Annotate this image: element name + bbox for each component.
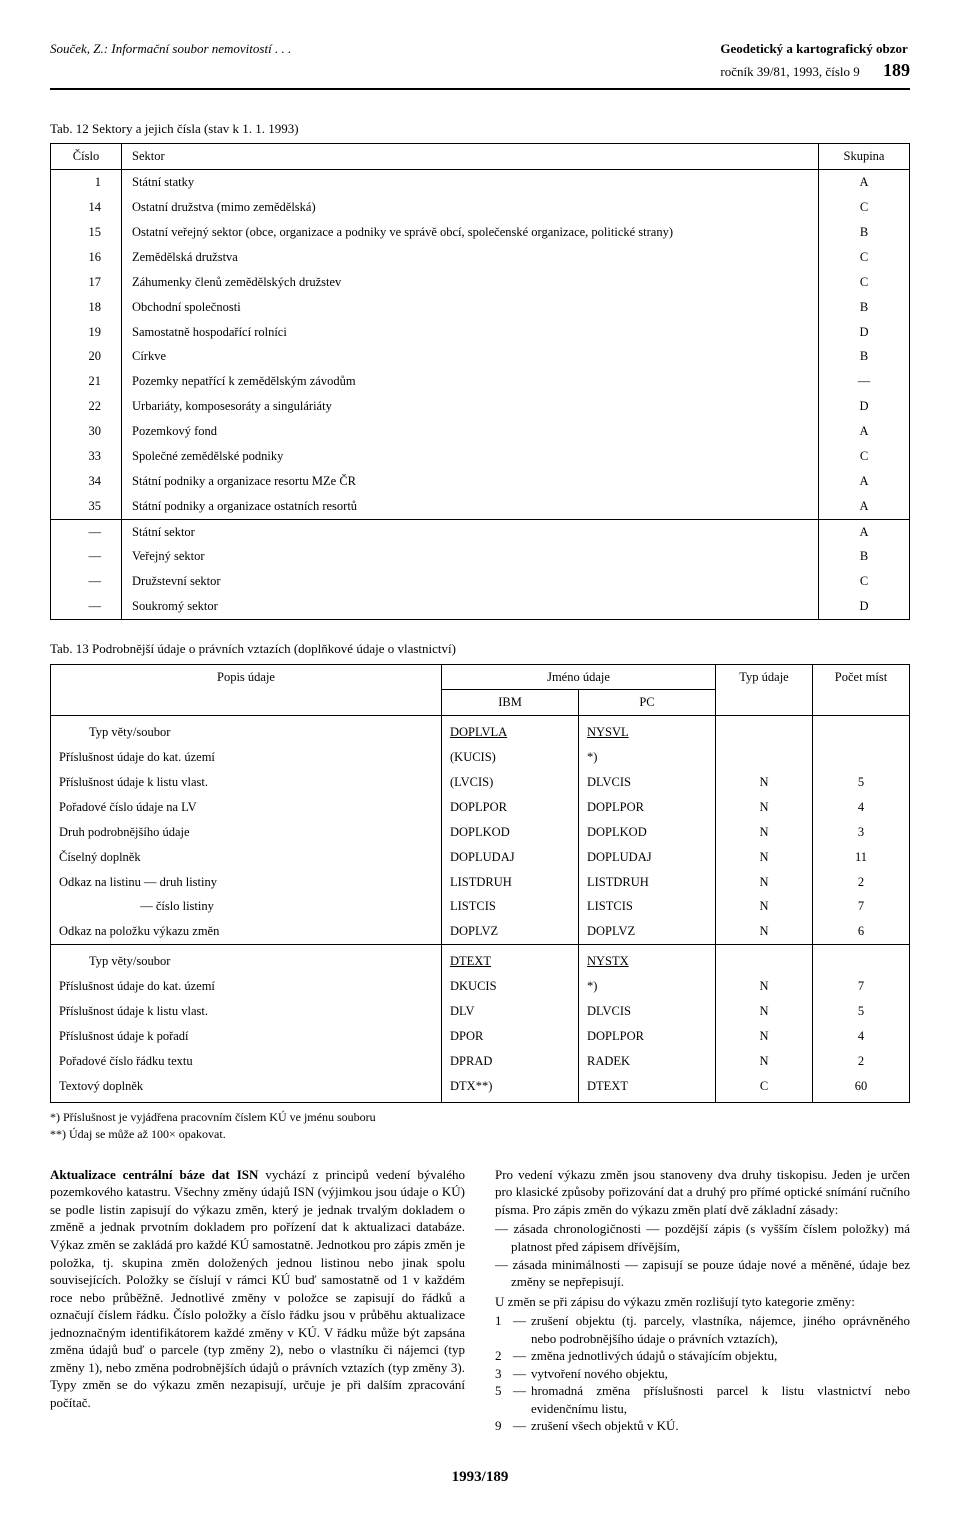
th-ibm: IBM bbox=[442, 690, 579, 716]
category-list: 1—zrušení objektu (tj. parcely, vlastník… bbox=[495, 1312, 910, 1435]
table13-caption: Tab. 13 Podrobnější údaje o právních vzt… bbox=[50, 640, 910, 658]
page-header: Souček, Z.: Informační soubor nemovitost… bbox=[50, 40, 910, 90]
cat-9: zrušení všech objektů v KÚ. bbox=[531, 1417, 679, 1435]
journal-title: Geodetický a kartografický obzor bbox=[720, 41, 907, 56]
table-row: Příslušnost údaje k listu vlast.DLVDLVCI… bbox=[51, 999, 910, 1024]
table-row: Příslušnost údaje do kat. územíDKUCIS*)N… bbox=[51, 974, 910, 999]
th-skupina: Skupina bbox=[819, 144, 910, 170]
table-row: 15Ostatní veřejný sektor (obce, organiza… bbox=[51, 220, 910, 245]
footnote-2: **) Údaj se může až 100× opakovat. bbox=[50, 1126, 910, 1142]
table-row: Pořadové číslo řádku textuDPRADRADEKN2 bbox=[51, 1049, 910, 1074]
table-row: Textový doplněkDTX**)DTEXTC60 bbox=[51, 1074, 910, 1103]
header-journal: Geodetický a kartografický obzor ročník … bbox=[720, 40, 910, 82]
table12-caption: Tab. 12 Sektory a jejich čísla (stav k 1… bbox=[50, 120, 910, 138]
journal-issue: ročník 39/81, 1993, číslo 9 bbox=[720, 64, 859, 79]
para-left-text: vychází z principů vedení bývalého pozem… bbox=[50, 1167, 465, 1410]
left-column: Aktualizace centrální báze dat ISN vychá… bbox=[50, 1166, 465, 1437]
table-row: Číselný doplněkDOPLUDAJDOPLUDAJN11 bbox=[51, 845, 910, 870]
principles-list: zásada chronologičnosti — pozdější zápis… bbox=[495, 1220, 910, 1290]
table-row: 16Zemědělská družstvaC bbox=[51, 245, 910, 270]
table-row: 20CírkveB bbox=[51, 344, 910, 369]
table-row: Příslušnost údaje k listu vlast.(LVCIS)D… bbox=[51, 770, 910, 795]
principle-1: zásada chronologičnosti — pozdější zápis… bbox=[511, 1220, 910, 1255]
th-popis: Popis údaje bbox=[51, 664, 442, 716]
table-row: 35Státní podniky a organizace ostatních … bbox=[51, 494, 910, 519]
table-row: 33Společné zemědělské podnikyC bbox=[51, 444, 910, 469]
header-author: Souček, Z.: Informační soubor nemovitost… bbox=[50, 40, 291, 82]
table-row: 17Záhumenky členů zemědělských družstevC bbox=[51, 270, 910, 295]
cat-3: vytvoření nového objektu, bbox=[531, 1365, 668, 1383]
cat-2: změna jednotlivých údajů o stávajícím ob… bbox=[531, 1347, 777, 1365]
table-row: 19Samostatně hospodařící rolníciD bbox=[51, 320, 910, 345]
para-right-1: Pro vedení výkazu změn jsou stanoveny dv… bbox=[495, 1166, 910, 1219]
cat-num: 5 bbox=[495, 1382, 513, 1417]
cat-num: 2 bbox=[495, 1347, 513, 1365]
table-row: 1Státní statkyA bbox=[51, 170, 910, 195]
table-row: —Státní sektorA bbox=[51, 519, 910, 544]
table-row: —Družstevní sektorC bbox=[51, 569, 910, 594]
footnote-1: *) Příslušnost je vyjádřena pracovním čí… bbox=[50, 1109, 910, 1125]
table-row: 22Urbariáty, komposesoráty a singuláriát… bbox=[51, 394, 910, 419]
cat-num: 9 bbox=[495, 1417, 513, 1435]
table-row: 18Obchodní společnostiB bbox=[51, 295, 910, 320]
table-row: Typ věty/souborDTEXTNYSTX bbox=[51, 945, 910, 974]
footnotes: *) Příslušnost je vyjádřena pracovním čí… bbox=[50, 1109, 910, 1141]
table-row: Pořadové číslo údaje na LVDOPLPORDOPLPOR… bbox=[51, 795, 910, 820]
cat-5: hromadná změna příslušnosti parcel k lis… bbox=[531, 1382, 910, 1417]
para-left: Aktualizace centrální báze dat ISN vychá… bbox=[50, 1166, 465, 1412]
para-left-lead: Aktualizace centrální báze dat ISN bbox=[50, 1167, 258, 1182]
table-row: 14Ostatní družstva (mimo zemědělská)C bbox=[51, 195, 910, 220]
principle-2: zásada minimálnosti — zapisují se pouze … bbox=[511, 1256, 910, 1291]
table-row: Druh podrobnějšího údajeDOPLKODDOPLKODN3 bbox=[51, 820, 910, 845]
table12: Číslo Sektor Skupina 1Státní statkyA14Os… bbox=[50, 143, 910, 620]
table-row: Odkaz na listinu — druh listinyLISTDRUHL… bbox=[51, 870, 910, 895]
table-row: Příslušnost údaje do kat. území(KUCIS)*) bbox=[51, 745, 910, 770]
page-number: 189 bbox=[883, 60, 910, 80]
table-row: 34Státní podniky a organizace resortu MZ… bbox=[51, 469, 910, 494]
body-columns: Aktualizace centrální báze dat ISN vychá… bbox=[50, 1166, 910, 1437]
table13: Popis údaje Jméno údaje Typ údaje Počet … bbox=[50, 664, 910, 1104]
cat-num: 1 bbox=[495, 1312, 513, 1347]
table-row: 21Pozemky nepatřící k zemědělským závodů… bbox=[51, 369, 910, 394]
th-jmeno: Jméno údaje bbox=[442, 664, 716, 690]
table-row: Odkaz na položku výkazu změnDOPLVZDOPLVZ… bbox=[51, 919, 910, 944]
table-row: Typ věty/souborDOPLVLANYSVL bbox=[51, 716, 910, 745]
th-cislo: Číslo bbox=[51, 144, 122, 170]
table-row: 30Pozemkový fondA bbox=[51, 419, 910, 444]
table-row: — číslo listinyLISTCISLISTCISN7 bbox=[51, 894, 910, 919]
table-row: Příslušnost údaje k pořadíDPORDOPLPORN4 bbox=[51, 1024, 910, 1049]
table-row: —Veřejný sektorB bbox=[51, 544, 910, 569]
cat-1: zrušení objektu (tj. parcely, vlastníka,… bbox=[531, 1312, 910, 1347]
th-pocet: Počet míst bbox=[813, 664, 910, 716]
th-typ: Typ údaje bbox=[716, 664, 813, 716]
para-right-2: U změn se při zápisu do výkazu změn rozl… bbox=[495, 1293, 910, 1311]
th-pc: PC bbox=[579, 690, 716, 716]
cat-num: 3 bbox=[495, 1365, 513, 1383]
bottom-page-number: 1993/189 bbox=[50, 1467, 910, 1487]
right-column: Pro vedení výkazu změn jsou stanoveny dv… bbox=[495, 1166, 910, 1437]
th-sektor: Sektor bbox=[122, 144, 819, 170]
table-row: —Soukromý sektorD bbox=[51, 594, 910, 619]
